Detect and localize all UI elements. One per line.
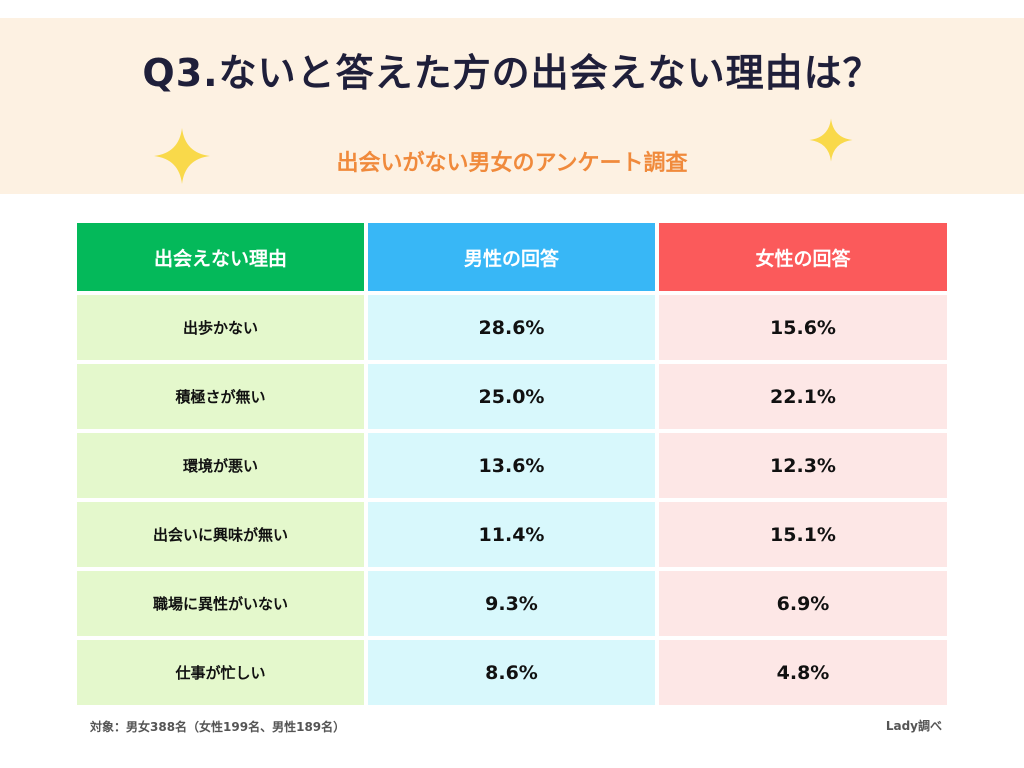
- female-value-cell: 15.1%: [659, 502, 947, 567]
- reason-cell: 職場に異性がいない: [77, 571, 364, 636]
- source-credit: Lady調べ: [885, 719, 942, 733]
- reason-cell: 環境が悪い: [77, 433, 364, 498]
- header-banner: [0, 18, 1024, 194]
- female-value-cell: 15.6%: [659, 295, 947, 360]
- sparkle-icon: [809, 118, 853, 162]
- male-value-cell: 13.6%: [368, 433, 655, 498]
- male-value-cell: 28.6%: [368, 295, 655, 360]
- footnote: 対象：男女388名（女性199名、男性189名）: [90, 720, 346, 734]
- female-value-cell: 12.3%: [659, 433, 947, 498]
- table-row: 積極さが無い 25.0% 22.1%: [77, 364, 947, 429]
- female-value-cell: 6.9%: [659, 571, 947, 636]
- reason-cell: 出会いに興味が無い: [77, 502, 364, 567]
- sparkle-icon: [154, 128, 210, 184]
- page-title: Q3.ないと答えた方の出会えない理由は？: [142, 51, 882, 95]
- table-row: 出歩かない 28.6% 15.6%: [77, 295, 947, 360]
- male-value-cell: 8.6%: [368, 640, 655, 705]
- male-value-cell: 25.0%: [368, 364, 655, 429]
- table-row: 環境が悪い 13.6% 12.3%: [77, 433, 947, 498]
- table-row: 職場に異性がいない 9.3% 6.9%: [77, 571, 947, 636]
- female-value-cell: 22.1%: [659, 364, 947, 429]
- reason-cell: 積極さが無い: [77, 364, 364, 429]
- male-value-cell: 9.3%: [368, 571, 655, 636]
- results-table: 出会えない理由 男性の回答 女性の回答 出歩かない 28.6% 15.6% 積極…: [77, 223, 947, 709]
- male-value-cell: 11.4%: [368, 502, 655, 567]
- subtitle: 出会いがない男女のアンケート調査: [336, 151, 688, 176]
- reason-cell: 出歩かない: [77, 295, 364, 360]
- female-value-cell: 4.8%: [659, 640, 947, 705]
- reason-cell: 仕事が忙しい: [77, 640, 364, 705]
- column-header-reason: 出会えない理由: [77, 223, 364, 291]
- column-header-male: 男性の回答: [368, 223, 655, 291]
- table-row: 出会いに興味が無い 11.4% 15.1%: [77, 502, 947, 567]
- table-header-row: 出会えない理由 男性の回答 女性の回答: [77, 223, 947, 291]
- table-row: 仕事が忙しい 8.6% 4.8%: [77, 640, 947, 705]
- column-header-female: 女性の回答: [659, 223, 947, 291]
